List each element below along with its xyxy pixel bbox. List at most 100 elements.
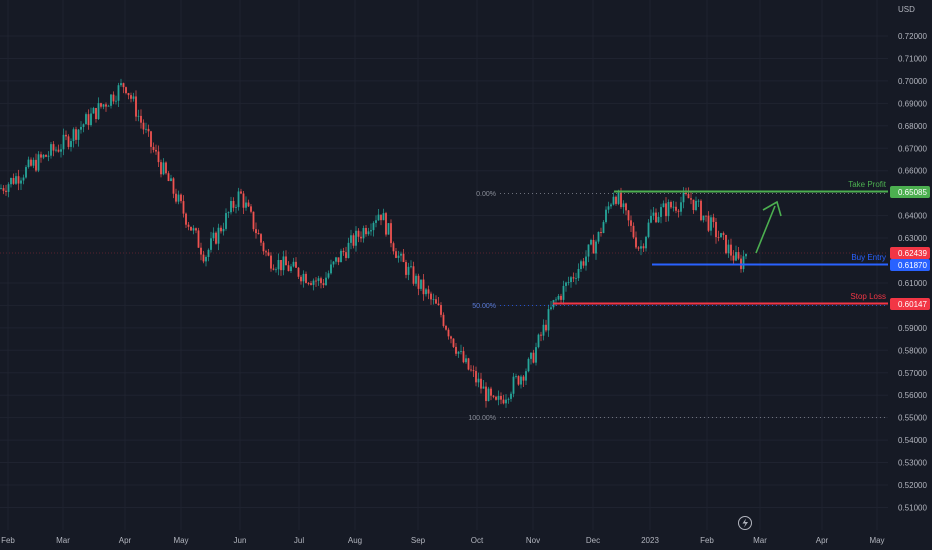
candle-body [515, 376, 517, 377]
candle-body [465, 358, 467, 363]
buy-entry-label: Buy Entry [851, 253, 886, 262]
candle-body [595, 241, 597, 254]
candle-body [100, 103, 102, 107]
candle-body [322, 283, 325, 286]
candle-body [655, 212, 657, 223]
candle-body [447, 329, 450, 337]
candle-body [622, 203, 625, 208]
candle-body [542, 324, 545, 336]
candle-body [705, 215, 707, 217]
candle-body [590, 240, 592, 245]
candle-body [330, 264, 332, 274]
lightning-icon[interactable] [738, 516, 752, 530]
candle-body [80, 126, 82, 130]
candle-body [300, 276, 302, 282]
candle-body [452, 338, 455, 347]
candle-body [712, 217, 715, 222]
candle-body [120, 83, 122, 86]
candle-body [457, 351, 460, 354]
candle-body [62, 134, 65, 150]
y-tick-label: 0.57000 [898, 369, 927, 378]
candle-body [310, 283, 312, 285]
candle-body [150, 131, 152, 147]
candle-body [200, 247, 202, 255]
candle-body [742, 256, 745, 270]
candle-body [632, 225, 635, 238]
candle-body [702, 215, 705, 221]
x-tick-label: Feb [1, 536, 15, 545]
candle-body [252, 211, 255, 230]
candle-body [695, 200, 697, 210]
candle-body [612, 196, 615, 205]
x-tick-label: Aug [348, 536, 362, 545]
buy-entry-price: 0.61870 [898, 261, 927, 270]
candle-body [357, 230, 360, 237]
candle-body [0, 188, 2, 189]
candle-body [450, 336, 452, 339]
candle-body [715, 221, 717, 238]
candle-body [235, 207, 237, 208]
candle-body [625, 203, 627, 211]
candle-body [260, 234, 262, 243]
candle-body [82, 124, 85, 127]
candle-body [332, 261, 335, 265]
candle-body [132, 96, 135, 99]
candle-body [635, 237, 637, 248]
candle-body [127, 93, 130, 96]
candle-body [532, 352, 535, 363]
candle-body [372, 222, 375, 231]
candle-body [185, 213, 187, 225]
candle-body [137, 115, 140, 117]
candle-body [737, 252, 740, 259]
candle-body [90, 113, 92, 126]
candle-body [657, 216, 660, 223]
candle-body [365, 228, 367, 235]
candle-body [417, 275, 420, 289]
x-tick-label: May [869, 536, 884, 545]
candle-body [560, 295, 562, 300]
y-tick-label: 0.66000 [898, 167, 927, 176]
candle-body [735, 252, 737, 261]
candle-body [562, 285, 565, 300]
x-tick-label: Jun [234, 536, 247, 545]
candle-body [440, 305, 442, 315]
candle-body [272, 268, 275, 270]
candle-body [610, 204, 612, 207]
candle-body [500, 395, 502, 400]
candle-body [115, 100, 117, 102]
candle-body [535, 347, 537, 363]
candle-body [70, 141, 72, 147]
candle-body [402, 253, 405, 263]
y-tick-label: 0.70000 [898, 77, 927, 86]
candle-body [395, 251, 397, 258]
candle-body [700, 200, 702, 221]
candle-body [575, 278, 577, 279]
candle-body [65, 134, 67, 137]
candle-body [95, 108, 97, 120]
candle-body [305, 273, 307, 284]
candle-body [167, 173, 170, 182]
candle-body [10, 177, 12, 185]
candle-body [345, 252, 347, 258]
candle-body [727, 244, 730, 254]
time-axis: Feb Mar Apr May Jun Jul Aug Sep Oct Nov Dec 2023 Feb… [1, 536, 884, 545]
candle-body [160, 162, 162, 175]
candle-body [670, 201, 672, 208]
y-tick-label: 0.72000 [898, 32, 927, 41]
candle-body [257, 233, 260, 235]
candle-body [85, 114, 87, 125]
candle-body [317, 278, 320, 281]
candle-body [462, 351, 465, 363]
candle-body [382, 213, 385, 221]
x-tick-label: Feb [700, 536, 714, 545]
candle-body [540, 334, 542, 336]
candle-body [577, 268, 580, 279]
y-tick-label: 0.56000 [898, 391, 927, 400]
candle-body [335, 257, 337, 262]
candle-body [605, 209, 607, 223]
candle-body [135, 96, 137, 117]
candle-body [522, 376, 525, 381]
candle-body [52, 144, 55, 151]
